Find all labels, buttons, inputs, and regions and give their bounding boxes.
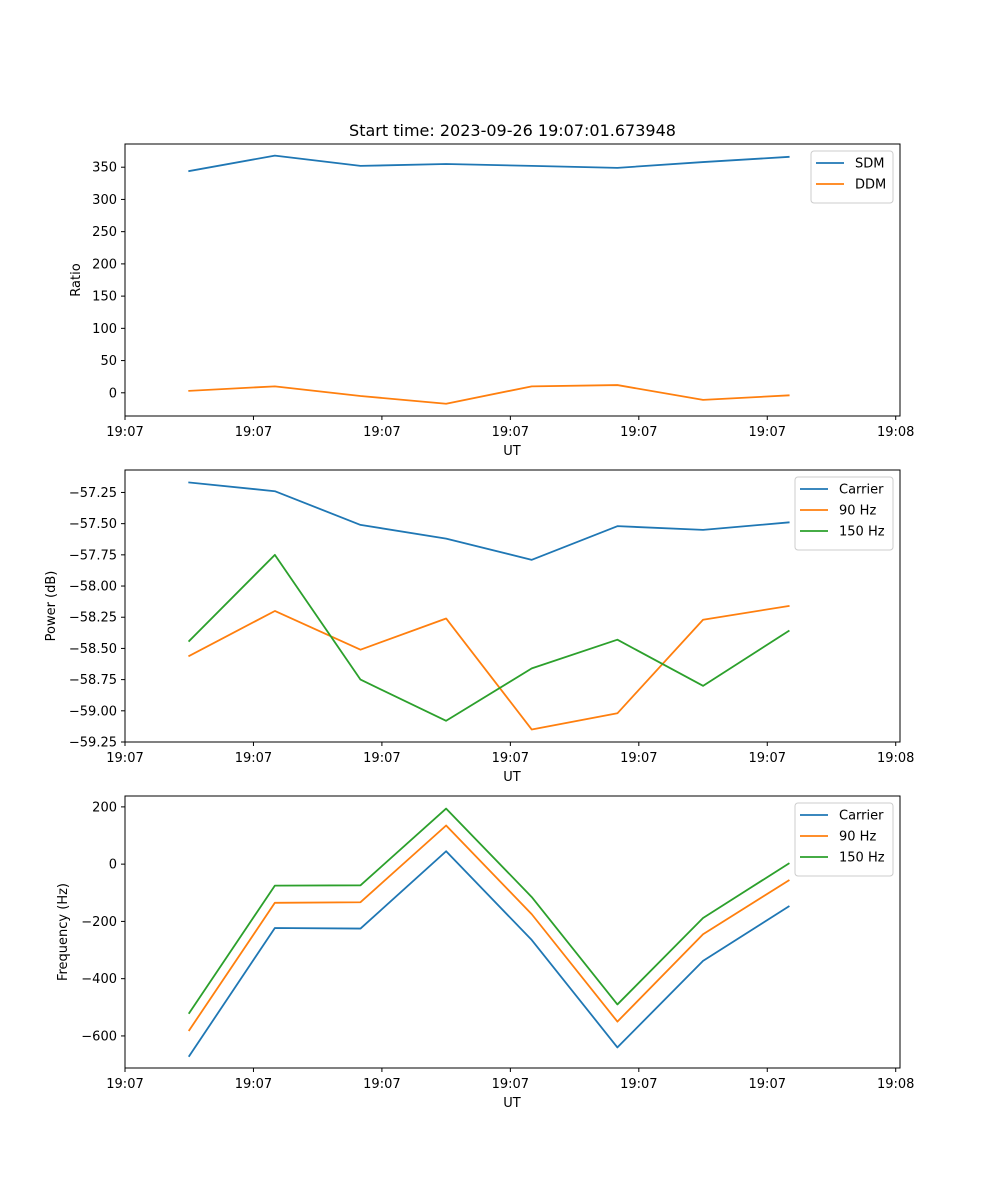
x-tick-label-3-2: 19:07: [363, 1077, 400, 1092]
y-tick-label-1-2: 100: [92, 322, 117, 337]
x-tick-label-2-1: 19:07: [235, 751, 272, 766]
series-line-3-150-hz: [187, 807, 790, 1015]
y-tick-label-3-3: 0: [109, 858, 117, 873]
figure-title: Start time: 2023-09-26 19:07:01.673948: [349, 121, 676, 140]
chart-panel-3: 19:07 19:07 19:07 19:07 19:07 19:07 19:08 −600 −…: [56, 795, 914, 1111]
x-tick-label-3-1: 19:07: [235, 1077, 272, 1092]
series-line-2-90-hz: [188, 604, 790, 731]
chart-panel-1: 19:07 19:07 19:07 19:07 19:07 19:07 19:08 0 50 10…: [69, 143, 914, 459]
x-tick-label-1-4: 19:07: [620, 425, 657, 440]
y-tick-label-1-4: 200: [92, 257, 117, 272]
x-tick-label-1-1: 19:07: [235, 425, 272, 440]
legend-entry-2-1: 90 Hz: [839, 504, 876, 519]
y-tick-label-1-1: 50: [100, 354, 117, 369]
legend-entry-3-0: Carrier: [839, 809, 884, 824]
legend-3: Carrier 90 Hz 150 Hz: [794, 802, 894, 877]
series-line-2-150-hz: [187, 553, 790, 722]
x-tick-label-2-6: 19:08: [877, 751, 914, 766]
y-axis-label-2: Power (dB): [44, 571, 59, 642]
y-tick-label-1-0: 0: [109, 386, 117, 401]
x-tick-label-1-0: 19:07: [106, 425, 143, 440]
x-axis-label-2: UT: [503, 770, 521, 785]
legend-entry-1-1: DDM: [855, 178, 886, 193]
y-tick-label-2-0: −59.25: [69, 736, 117, 751]
y-tick-label-3-4: 200: [92, 800, 117, 815]
x-tick-label-3-5: 19:07: [749, 1077, 786, 1092]
y-tick-label-3-2: −200: [81, 915, 117, 930]
legend-entry-3-2: 150 Hz: [839, 851, 885, 866]
plot-frame-1: [124, 143, 901, 417]
y-tick-label-2-8: −57.25: [69, 486, 117, 501]
x-tick-label-3-4: 19:07: [620, 1077, 657, 1092]
y-axis-label-1: Ratio: [69, 263, 84, 296]
y-tick-label-2-2: −58.75: [69, 673, 117, 688]
y-tick-label-2-1: −59.00: [69, 704, 117, 719]
legend-entry-2-2: 150 Hz: [839, 525, 885, 540]
x-tick-label-1-6: 19:08: [877, 425, 914, 440]
y-tick-label-1-5: 250: [92, 225, 117, 240]
legend-box-1: [810, 150, 894, 204]
x-tick-label-2-0: 19:07: [106, 751, 143, 766]
chart-panel-2: 19:07 19:07 19:07 19:07 19:07 19:07 19:08 −59.2…: [44, 469, 914, 785]
x-tick-label-3-3: 19:07: [492, 1077, 529, 1092]
series-line-3-90-hz: [187, 824, 790, 1032]
y-tick-label-1-7: 350: [92, 161, 117, 176]
y-tick-label-2-4: −58.25: [69, 611, 117, 626]
legend-entry-1-0: SDM: [855, 157, 884, 172]
y-tick-label-2-6: −57.75: [69, 548, 117, 563]
x-tick-label-1-3: 19:07: [492, 425, 529, 440]
x-tick-label-3-6: 19:08: [877, 1077, 914, 1092]
y-tick-label-2-7: −57.50: [69, 517, 117, 532]
series-line-1-ddm: [188, 384, 790, 405]
x-tick-label-1-5: 19:07: [749, 425, 786, 440]
x-tick-label-2-4: 19:07: [620, 751, 657, 766]
y-tick-label-1-3: 150: [92, 290, 117, 305]
y-tick-label-2-3: −58.50: [69, 642, 117, 657]
y-tick-label-2-5: −58.00: [69, 580, 117, 595]
series-line-2-carrier: [188, 481, 790, 561]
legend-1: SDM DDM: [810, 150, 894, 204]
y-tick-label-3-1: −400: [81, 972, 117, 987]
series-line-1-sdm: [188, 154, 790, 173]
x-tick-label-3-0: 19:07: [106, 1077, 143, 1092]
legend-entry-2-0: Carrier: [839, 483, 884, 498]
legend-entry-3-1: 90 Hz: [839, 830, 876, 845]
series-line-3-carrier: [187, 850, 790, 1058]
legend-2: Carrier 90 Hz 150 Hz: [794, 476, 894, 551]
x-axis-label-3: UT: [503, 1096, 521, 1111]
plot-frame-2: [124, 469, 901, 743]
x-tick-label-2-3: 19:07: [492, 751, 529, 766]
y-axis-label-3: Frequency (Hz): [56, 883, 71, 981]
y-tick-label-3-0: −600: [81, 1029, 117, 1044]
y-tick-label-1-6: 300: [92, 193, 117, 208]
x-tick-label-1-2: 19:07: [363, 425, 400, 440]
x-axis-label-1: UT: [503, 444, 521, 459]
x-tick-label-2-2: 19:07: [363, 751, 400, 766]
plot-frame-3: [124, 795, 901, 1069]
x-tick-label-2-5: 19:07: [749, 751, 786, 766]
